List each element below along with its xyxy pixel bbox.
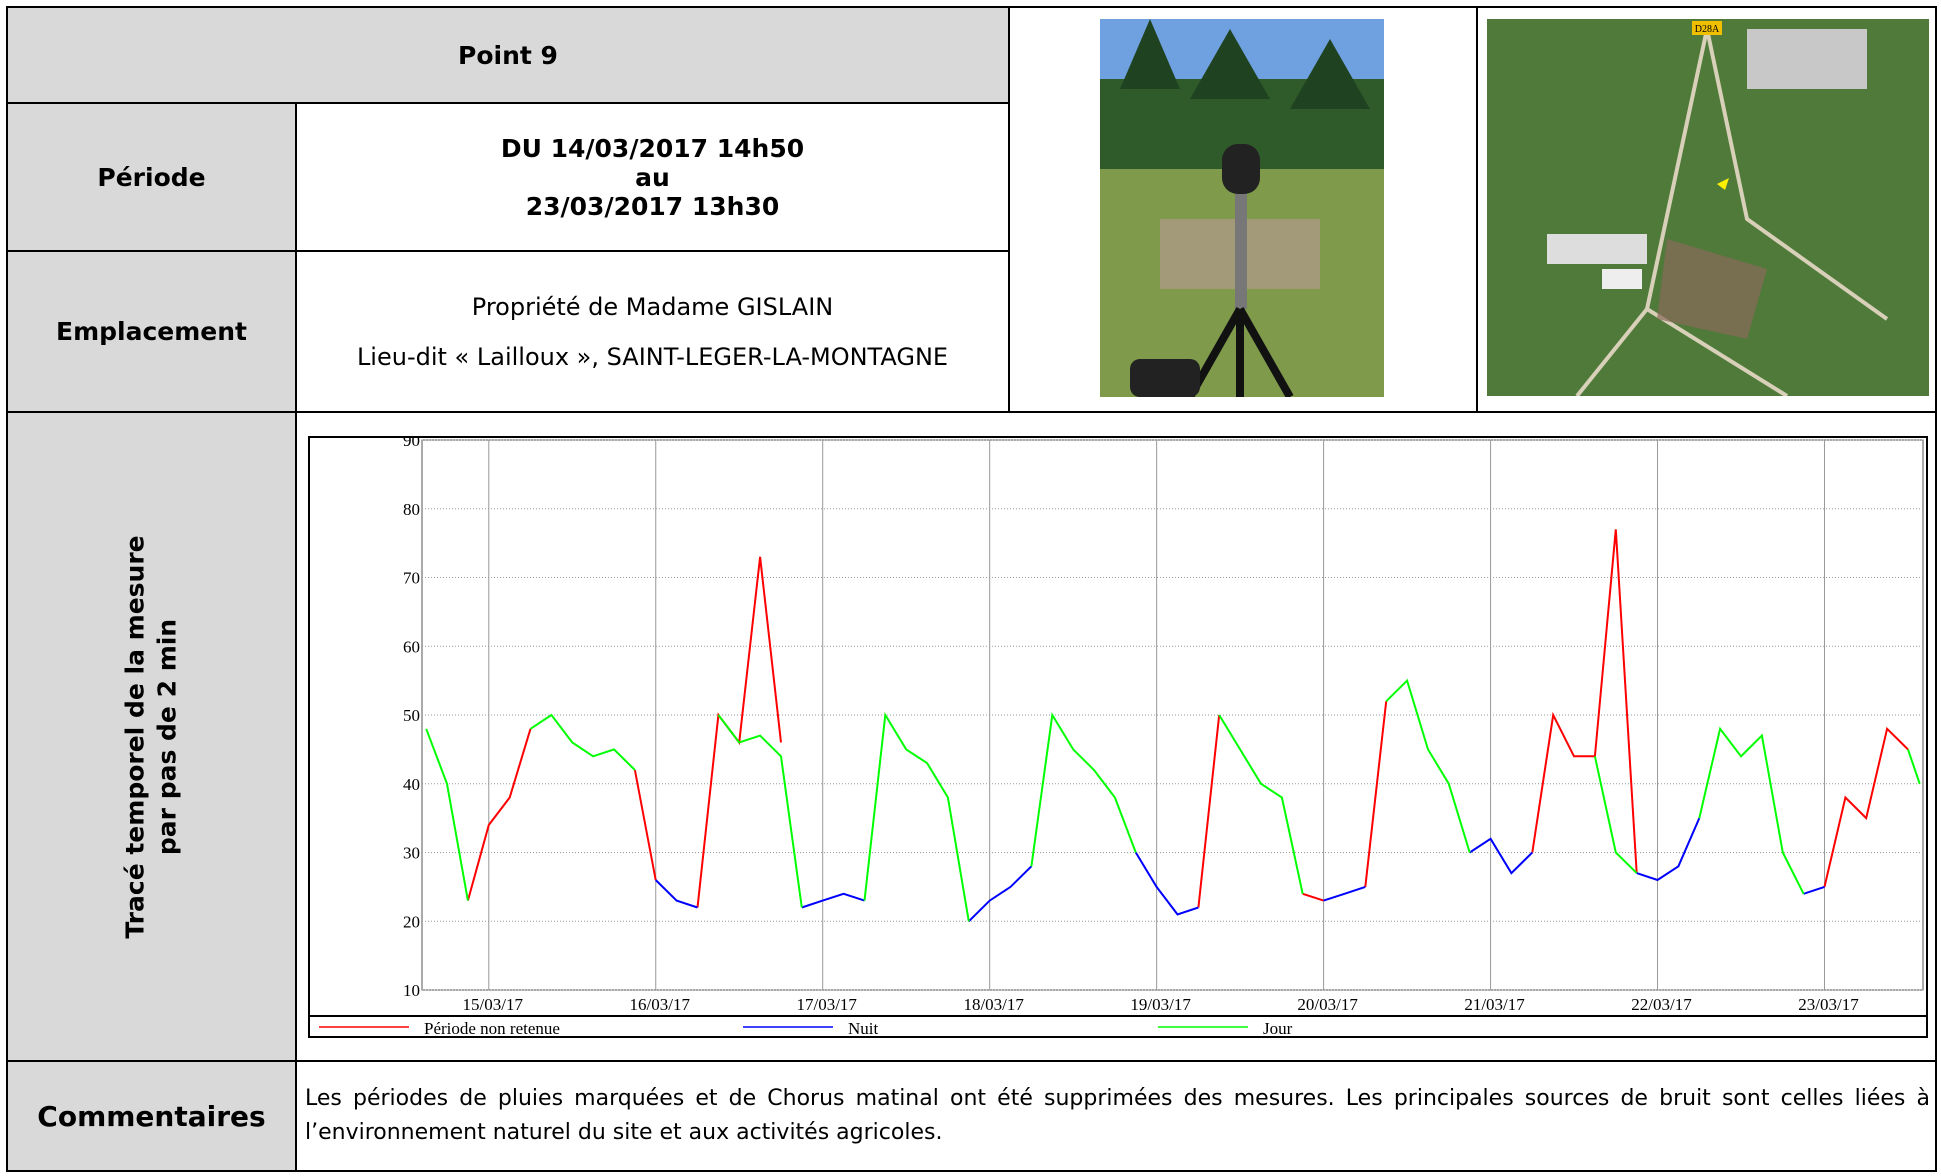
text: au	[635, 162, 670, 192]
location-label: Emplacement	[8, 252, 295, 411]
comments-text: Les périodes de pluies marquées et de Ch…	[305, 1086, 1930, 1145]
x-tick-label: 19/03/17	[1130, 995, 1191, 1014]
y-tick-label: 10	[403, 981, 420, 1000]
x-tick-label: 22/03/17	[1631, 995, 1692, 1014]
x-tick-label: 17/03/17	[796, 995, 857, 1014]
legend-label: Période non retenue	[424, 1019, 560, 1038]
border	[6, 6, 8, 1172]
x-tick-label: 20/03/17	[1297, 995, 1358, 1014]
legend-frame	[308, 1015, 1928, 1038]
x-tick-label: 18/03/17	[963, 995, 1024, 1014]
label: Commentaires	[37, 1099, 266, 1133]
y-tick-label: 30	[403, 844, 420, 863]
text: DU 14/03/2017 14h50	[500, 133, 805, 163]
y-tick-label: 80	[403, 500, 420, 519]
site-map: D28A	[1487, 19, 1929, 396]
period-value: DU 14/03/2017 14h50 au 23/03/2017 13h30	[297, 104, 1008, 250]
border	[6, 250, 1009, 252]
comments: Les périodes de pluies marquées et de Ch…	[305, 1062, 1930, 1170]
y-tick-label: 60	[403, 637, 420, 656]
x-tick-label: 16/03/17	[630, 995, 691, 1014]
border	[6, 6, 1937, 8]
border	[1935, 6, 1937, 1172]
border	[1476, 6, 1478, 412]
title-text: Point 9	[458, 40, 558, 70]
location-value: Propriété de Madame GISLAIN Lieu-dit « La…	[297, 252, 1008, 411]
text: Propriété de Madame GISLAIN	[471, 292, 834, 321]
text: Tracé temporel de la mesure	[120, 534, 150, 939]
legend-label: Nuit	[848, 1019, 879, 1038]
text: Lieu-dit « Lailloux », SAINT-LEGER-LA-MO…	[356, 342, 949, 371]
comments-label: Commentaires	[8, 1062, 295, 1170]
x-tick-label: 21/03/17	[1464, 995, 1525, 1014]
chart: 10 20 30 40 50 60 70 80 90 15/03/17 16/03/17 17/03/…	[308, 436, 1928, 1038]
chart-label-cell: Tracé temporel de la mesure par pas de 2 …	[8, 413, 295, 1060]
y-tick-label: 40	[403, 775, 420, 794]
title: Point 9	[8, 8, 1008, 102]
y-tick-label: 70	[403, 569, 420, 588]
text: par pas de 2 min	[152, 618, 182, 855]
x-tick-label: 15/03/17	[463, 995, 524, 1014]
border	[1008, 6, 1010, 412]
legend-label: Jour	[1263, 1019, 1293, 1038]
site-photo	[1100, 19, 1384, 397]
label: Période	[97, 162, 206, 192]
border	[6, 102, 1009, 104]
chart-label: Tracé temporel de la mesure par pas de 2 …	[120, 535, 184, 938]
period-label: Période	[8, 104, 295, 250]
border	[295, 102, 297, 1170]
label: Emplacement	[56, 317, 247, 346]
y-tick-label: 20	[403, 912, 420, 931]
series-line	[654, 817, 1825, 923]
border	[6, 1170, 1937, 1172]
series-line	[425, 678, 1921, 922]
y-tick-label: 90	[403, 436, 420, 450]
y-tick-label: 50	[403, 706, 420, 725]
map-tag: D28A	[1695, 24, 1720, 35]
text: 23/03/2017 13h30	[525, 191, 780, 221]
border	[6, 411, 1937, 413]
x-tick-label: 23/03/17	[1798, 995, 1859, 1014]
border	[6, 1060, 1937, 1062]
